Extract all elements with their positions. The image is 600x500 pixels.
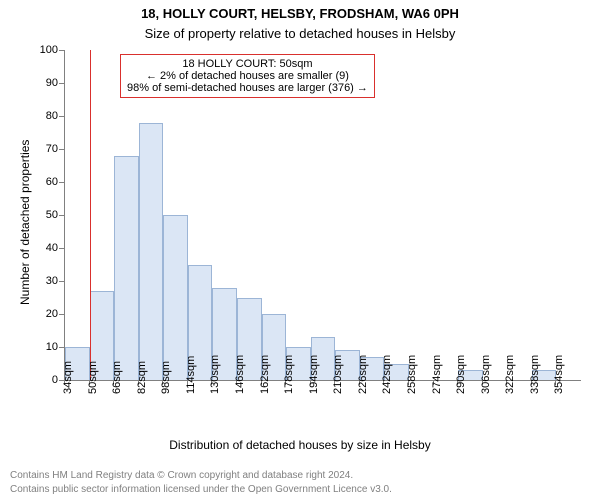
x-axis-label: Distribution of detached houses by size …	[0, 438, 600, 452]
y-tick-label: 0	[28, 374, 58, 386]
footer-line-2: Contains public sector information licen…	[10, 484, 392, 495]
y-tick-mark	[59, 347, 64, 348]
y-tick-mark	[59, 248, 64, 249]
y-tick-mark	[59, 281, 64, 282]
marker-line	[90, 50, 91, 380]
y-tick-mark	[59, 215, 64, 216]
y-tick-mark	[59, 314, 64, 315]
y-tick-label: 80	[28, 110, 58, 122]
y-tick-label: 40	[28, 242, 58, 254]
chart-title-subtitle: Size of property relative to detached ho…	[0, 26, 600, 41]
y-tick-label: 50	[28, 209, 58, 221]
y-tick-label: 30	[28, 275, 58, 287]
y-tick-label: 20	[28, 308, 58, 320]
y-tick-mark	[59, 50, 64, 51]
y-tick-mark	[59, 116, 64, 117]
histogram-bar	[114, 156, 139, 380]
annotation-line-1: 18 HOLLY COURT: 50sqm	[127, 58, 368, 70]
y-tick-label: 70	[28, 143, 58, 155]
plot-area	[64, 50, 581, 381]
annotation-box: 18 HOLLY COURT: 50sqm ← 2% of detached h…	[120, 54, 375, 98]
y-tick-label: 60	[28, 176, 58, 188]
y-tick-label: 90	[28, 77, 58, 89]
annotation-line-3: 98% of semi-detached houses are larger (…	[127, 82, 368, 94]
histogram-bar	[139, 123, 164, 380]
y-tick-mark	[59, 149, 64, 150]
chart-container: 18, HOLLY COURT, HELSBY, FRODSHAM, WA6 0…	[0, 0, 600, 500]
annotation-line-2: ← 2% of detached houses are smaller (9)	[127, 70, 368, 82]
y-tick-mark	[59, 182, 64, 183]
y-tick-mark	[59, 83, 64, 84]
footer-line-1: Contains HM Land Registry data © Crown c…	[10, 470, 353, 481]
y-tick-label: 100	[28, 44, 58, 56]
y-tick-label: 10	[28, 341, 58, 353]
chart-title-address: 18, HOLLY COURT, HELSBY, FRODSHAM, WA6 0…	[0, 6, 600, 21]
